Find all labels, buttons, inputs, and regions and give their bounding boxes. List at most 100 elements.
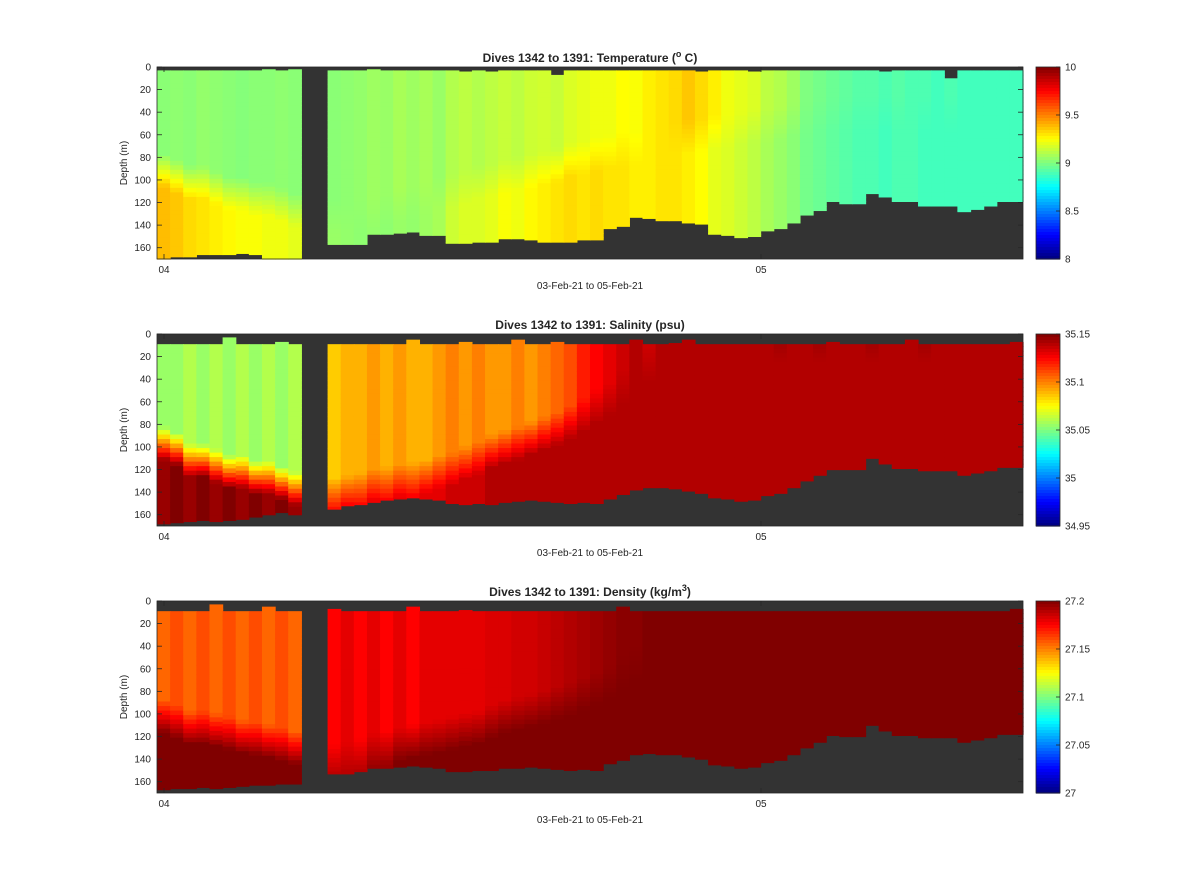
heatmap-cell (235, 488, 250, 494)
heatmap-cell (209, 205, 224, 212)
heatmap-cell (183, 620, 197, 626)
heatmap-cell (537, 228, 552, 234)
heatmap-cell (576, 353, 591, 359)
heatmap-cell (852, 348, 867, 354)
heatmap-cell (996, 384, 1011, 390)
colorbar-swatch (1036, 142, 1060, 146)
heatmap-cell (511, 228, 525, 234)
heatmap-cell (550, 219, 565, 225)
heatmap-cell (196, 192, 211, 198)
heatmap-cell (773, 187, 788, 193)
heatmap-cell (537, 384, 552, 390)
heatmap-cell (458, 139, 473, 145)
heatmap-cell (891, 160, 906, 166)
heatmap-cell (970, 183, 985, 189)
heatmap-cell (957, 416, 972, 422)
heatmap-cell (366, 362, 381, 368)
heatmap-cell (616, 219, 630, 225)
colorbar-swatch (1036, 178, 1060, 182)
heatmap-cell (944, 195, 958, 201)
heatmap-cell (524, 493, 539, 499)
heatmap-cell (694, 484, 709, 490)
heatmap-cell (524, 411, 539, 418)
heatmap-cell (458, 486, 473, 492)
heatmap-cell (747, 497, 762, 501)
heatmap-cell (826, 400, 840, 406)
heatmap-cell (196, 746, 211, 752)
heatmap-cell (826, 346, 840, 352)
heatmap-cell (603, 366, 617, 372)
heatmap-cell (799, 115, 814, 121)
heatmap-cell (550, 450, 565, 456)
heatmap-cell (852, 88, 867, 94)
heatmap-cell (209, 699, 224, 705)
heatmap-cell (839, 420, 854, 427)
heatmap-cell (786, 384, 801, 390)
colorbar-swatch (1036, 118, 1060, 122)
heatmap-cell (760, 210, 775, 216)
heatmap-cell (183, 151, 197, 157)
heatmap-cell (327, 457, 342, 463)
heatmap-cell (498, 420, 512, 427)
heatmap-cell (668, 74, 683, 81)
heatmap-cell (734, 151, 749, 157)
heatmap-cell (839, 398, 854, 404)
heatmap-cell (734, 488, 749, 494)
heatmap-cell (642, 389, 657, 395)
heatmap-cell (380, 223, 394, 230)
heatmap-cell (629, 192, 644, 198)
heatmap-cell (393, 79, 407, 85)
heatmap-cell (248, 493, 263, 499)
heatmap-cell (563, 156, 578, 162)
heatmap-cell (826, 165, 840, 171)
heatmap-cell (944, 96, 958, 102)
heatmap-cell (799, 187, 814, 193)
heatmap-cell (799, 425, 814, 431)
heatmap-cell (157, 615, 171, 621)
heatmap-cell (196, 764, 211, 770)
heatmap-cell (734, 142, 749, 148)
heatmap-cell (603, 470, 617, 476)
y-tick-label: 40 (140, 375, 152, 386)
heatmap-cell (550, 463, 565, 469)
heatmap-cell (563, 79, 578, 85)
heatmap-cell (419, 348, 434, 354)
heatmap-cell (170, 393, 184, 399)
heatmap-cell (537, 493, 552, 499)
heatmap-cell (616, 488, 630, 494)
heatmap-cell (445, 174, 460, 180)
colorbar-swatch (1036, 187, 1060, 191)
colorbar-swatch (1036, 184, 1060, 188)
heatmap-cell (209, 636, 224, 642)
heatmap-cell (839, 151, 854, 157)
heatmap-cell (642, 371, 657, 377)
heatmap-cell (248, 362, 263, 368)
heatmap-cell (524, 398, 539, 404)
heatmap-cell (721, 344, 735, 350)
dive-column (878, 71, 893, 198)
heatmap-cell (970, 389, 985, 395)
heatmap-cell (406, 174, 421, 180)
heatmap-cell (170, 430, 184, 436)
heatmap-cell (248, 416, 263, 422)
heatmap-cell (813, 129, 827, 135)
heatmap-cell (406, 183, 421, 189)
heatmap-cell (694, 457, 709, 463)
heatmap-cell (196, 353, 211, 359)
heatmap-cell (183, 246, 197, 252)
heatmap-cell (498, 488, 512, 494)
heatmap-cell (380, 196, 394, 202)
heatmap-cell (432, 183, 447, 189)
heatmap-cell (498, 237, 512, 240)
heatmap-cell (380, 362, 394, 368)
y-tick-label: 80 (140, 153, 152, 164)
heatmap-cell (708, 466, 722, 472)
heatmap-cell (590, 92, 604, 99)
heatmap-cell (248, 106, 263, 112)
heatmap-cell (865, 178, 880, 184)
heatmap-cell (288, 475, 302, 481)
heatmap-cell (1009, 70, 1024, 76)
heatmap-cell (629, 79, 644, 85)
heatmap-cell (393, 479, 407, 485)
heatmap-cell (170, 787, 184, 790)
